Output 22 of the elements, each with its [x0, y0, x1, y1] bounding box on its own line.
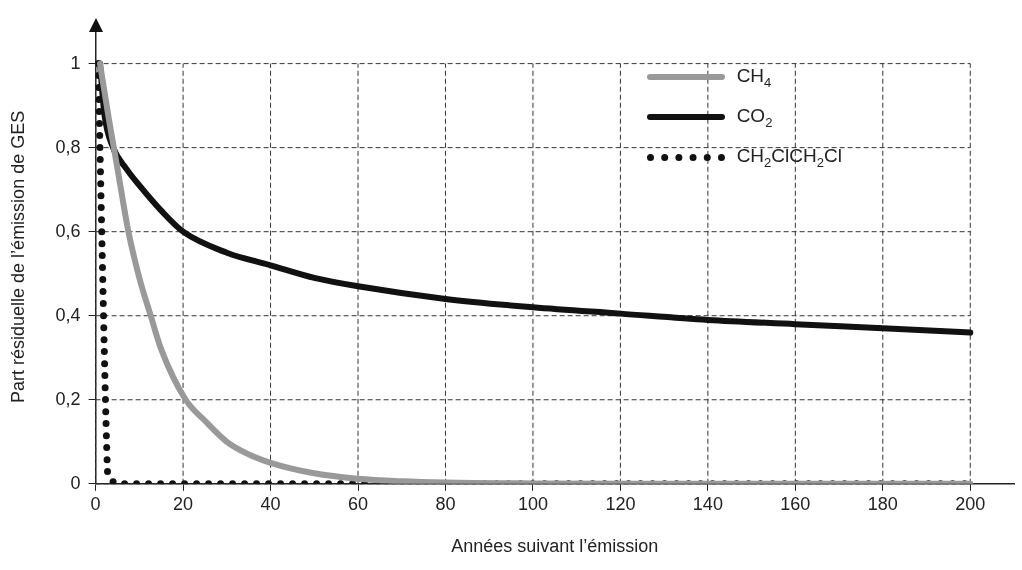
x-tick-label: 60: [348, 493, 369, 514]
x-tick-label: 160: [780, 493, 811, 514]
x-tick-label: 140: [692, 493, 723, 514]
legend-label: CH$_{2}$ClCH$_{2}$Cl: [736, 144, 842, 170]
y-tick-label: 0,8: [55, 136, 81, 157]
x-tick-label: 0: [90, 493, 101, 514]
x-tick-label: 120: [605, 493, 636, 514]
x-tick-label: 20: [173, 493, 194, 514]
x-tick-label: 180: [867, 493, 898, 514]
x-tick-label: 100: [517, 493, 548, 514]
y-tick-label: 0,4: [55, 304, 81, 325]
y-tick-label: 1: [70, 52, 81, 73]
x-axis-title: Années suivant l’émission: [451, 536, 659, 557]
y-tick-label: 0,6: [55, 220, 81, 241]
legend-label: CO$_{2}$: [736, 104, 773, 130]
x-tick-label: 40: [260, 493, 281, 514]
y-tick-label: 0,2: [55, 388, 81, 409]
y-axis-title: Part résiduelle de l’émission de GES: [7, 110, 28, 403]
legend-label: CH$_{4}$: [736, 64, 772, 90]
x-tick-label: 80: [435, 493, 456, 514]
y-tick-label: 0: [70, 472, 81, 493]
x-tick-label: 200: [955, 493, 986, 514]
